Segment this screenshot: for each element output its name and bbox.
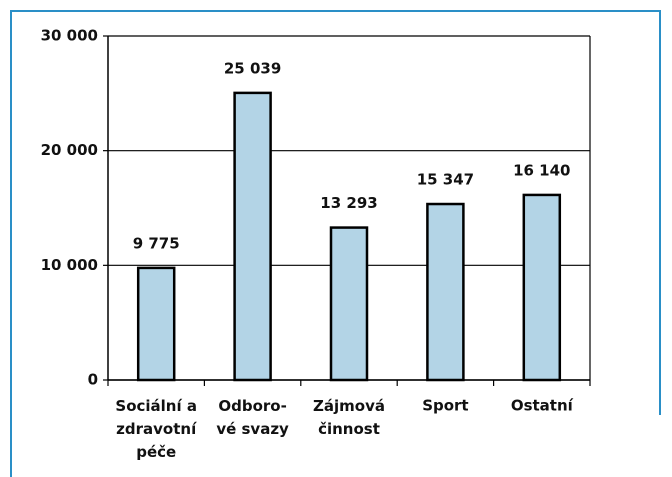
value-label: 25 039: [224, 59, 281, 77]
bar: [233, 91, 272, 382]
x-tick-label: Zájmová činnost: [313, 397, 385, 438]
value-label: 15 347: [417, 171, 474, 189]
y-tick-label: 10 000: [41, 256, 98, 274]
y-tick-label: 0: [88, 371, 98, 389]
y-tick-label: 30 000: [41, 27, 98, 45]
bar: [426, 202, 465, 382]
bar: [136, 266, 176, 382]
bar: [522, 193, 562, 382]
x-tick-label: Ostatní: [511, 397, 574, 415]
value-label: 13 293: [320, 194, 377, 212]
frame: [10, 10, 661, 477]
x-tick-label: Sociální a zdravotní péče: [115, 397, 197, 461]
value-label: 9 775: [133, 234, 180, 252]
x-tick-label: Sport: [422, 397, 468, 415]
value-label: 16 140: [513, 161, 570, 179]
y-tick-label: 20 000: [41, 141, 98, 159]
bar: [329, 226, 369, 382]
x-tick-label: Odboro-vé svazy: [216, 397, 289, 438]
